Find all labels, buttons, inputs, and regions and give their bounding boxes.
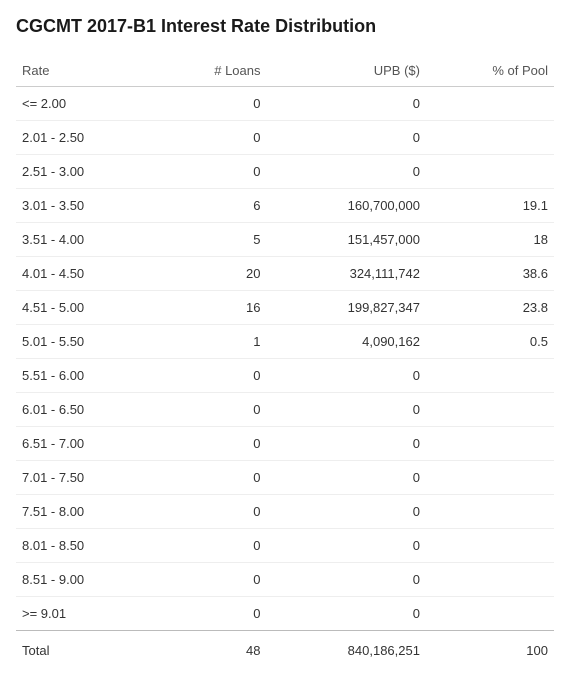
cell-upb: 0 <box>267 597 426 631</box>
table-row: 4.01 - 4.5020324,111,74238.6 <box>16 257 554 291</box>
table-row: 2.51 - 3.0000 <box>16 155 554 189</box>
cell-rate: 3.01 - 3.50 <box>16 189 156 223</box>
cell-loans: 0 <box>156 427 266 461</box>
total-loans: 48 <box>156 631 266 667</box>
cell-pct <box>426 529 554 563</box>
cell-upb: 324,111,742 <box>267 257 426 291</box>
cell-loans: 20 <box>156 257 266 291</box>
cell-loans: 0 <box>156 87 266 121</box>
cell-pct: 38.6 <box>426 257 554 291</box>
cell-rate: 8.51 - 9.00 <box>16 563 156 597</box>
table-row: >= 9.0100 <box>16 597 554 631</box>
cell-rate: 5.51 - 6.00 <box>16 359 156 393</box>
cell-loans: 0 <box>156 393 266 427</box>
table-row: 8.01 - 8.5000 <box>16 529 554 563</box>
cell-upb: 0 <box>267 427 426 461</box>
cell-rate: 2.51 - 3.00 <box>16 155 156 189</box>
table-total-row: Total 48 840,186,251 100 <box>16 631 554 667</box>
cell-upb: 199,827,347 <box>267 291 426 325</box>
cell-pct <box>426 155 554 189</box>
cell-pct: 18 <box>426 223 554 257</box>
table-row: <= 2.0000 <box>16 87 554 121</box>
col-rate: Rate <box>16 55 156 87</box>
cell-upb: 0 <box>267 529 426 563</box>
cell-rate: 6.01 - 6.50 <box>16 393 156 427</box>
table-row: 8.51 - 9.0000 <box>16 563 554 597</box>
cell-rate: 5.01 - 5.50 <box>16 325 156 359</box>
cell-upb: 4,090,162 <box>267 325 426 359</box>
cell-pct: 19.1 <box>426 189 554 223</box>
table-header-row: Rate # Loans UPB ($) % of Pool <box>16 55 554 87</box>
cell-rate: <= 2.00 <box>16 87 156 121</box>
cell-pct <box>426 427 554 461</box>
cell-pct: 0.5 <box>426 325 554 359</box>
cell-rate: 7.51 - 8.00 <box>16 495 156 529</box>
cell-loans: 0 <box>156 359 266 393</box>
total-upb: 840,186,251 <box>267 631 426 667</box>
cell-upb: 0 <box>267 393 426 427</box>
table-row: 7.51 - 8.0000 <box>16 495 554 529</box>
cell-upb: 0 <box>267 461 426 495</box>
cell-pct <box>426 597 554 631</box>
cell-upb: 0 <box>267 155 426 189</box>
cell-pct <box>426 121 554 155</box>
cell-upb: 160,700,000 <box>267 189 426 223</box>
cell-pct <box>426 87 554 121</box>
cell-loans: 0 <box>156 461 266 495</box>
table-row: 3.51 - 4.005151,457,00018 <box>16 223 554 257</box>
cell-loans: 5 <box>156 223 266 257</box>
table-row: 7.01 - 7.5000 <box>16 461 554 495</box>
cell-upb: 0 <box>267 495 426 529</box>
total-pct: 100 <box>426 631 554 667</box>
cell-loans: 16 <box>156 291 266 325</box>
cell-upb: 0 <box>267 359 426 393</box>
cell-loans: 6 <box>156 189 266 223</box>
cell-pct <box>426 393 554 427</box>
cell-pct <box>426 563 554 597</box>
cell-rate: 7.01 - 7.50 <box>16 461 156 495</box>
total-label: Total <box>16 631 156 667</box>
cell-rate: 4.51 - 5.00 <box>16 291 156 325</box>
cell-rate: 8.01 - 8.50 <box>16 529 156 563</box>
col-pct: % of Pool <box>426 55 554 87</box>
cell-pct <box>426 495 554 529</box>
cell-loans: 0 <box>156 563 266 597</box>
col-loans: # Loans <box>156 55 266 87</box>
cell-rate: >= 9.01 <box>16 597 156 631</box>
cell-upb: 0 <box>267 121 426 155</box>
table-row: 6.01 - 6.5000 <box>16 393 554 427</box>
cell-upb: 0 <box>267 87 426 121</box>
cell-rate: 6.51 - 7.00 <box>16 427 156 461</box>
cell-loans: 0 <box>156 529 266 563</box>
table-row: 5.51 - 6.0000 <box>16 359 554 393</box>
cell-loans: 0 <box>156 495 266 529</box>
cell-upb: 151,457,000 <box>267 223 426 257</box>
cell-pct <box>426 461 554 495</box>
cell-loans: 1 <box>156 325 266 359</box>
cell-rate: 2.01 - 2.50 <box>16 121 156 155</box>
table-row: 6.51 - 7.0000 <box>16 427 554 461</box>
table-row: 2.01 - 2.5000 <box>16 121 554 155</box>
cell-upb: 0 <box>267 563 426 597</box>
page-title: CGCMT 2017-B1 Interest Rate Distribution <box>16 16 554 37</box>
cell-pct <box>426 359 554 393</box>
rate-distribution-table: Rate # Loans UPB ($) % of Pool <= 2.0000… <box>16 55 554 666</box>
table-row: 4.51 - 5.0016199,827,34723.8 <box>16 291 554 325</box>
cell-loans: 0 <box>156 155 266 189</box>
cell-pct: 23.8 <box>426 291 554 325</box>
cell-loans: 0 <box>156 121 266 155</box>
cell-rate: 3.51 - 4.00 <box>16 223 156 257</box>
col-upb: UPB ($) <box>267 55 426 87</box>
table-row: 3.01 - 3.506160,700,00019.1 <box>16 189 554 223</box>
table-row: 5.01 - 5.5014,090,1620.5 <box>16 325 554 359</box>
cell-loans: 0 <box>156 597 266 631</box>
cell-rate: 4.01 - 4.50 <box>16 257 156 291</box>
